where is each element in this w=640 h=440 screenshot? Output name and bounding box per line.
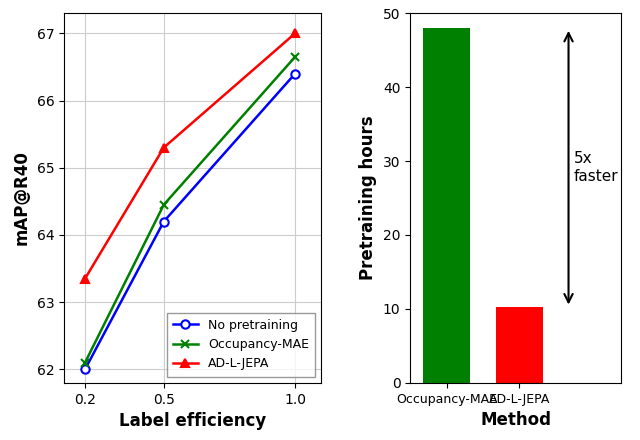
Bar	[423, 28, 470, 383]
X-axis label: Label efficiency: Label efficiency	[119, 412, 266, 430]
Y-axis label: mAP@R40: mAP@R40	[13, 150, 31, 246]
No pretraining	[160, 219, 168, 224]
X-axis label: Method: Method	[480, 411, 551, 429]
Y-axis label: Pretraining hours: Pretraining hours	[359, 116, 378, 280]
Line: Occupancy-MAE: Occupancy-MAE	[81, 53, 300, 367]
Text: 5x
faster: 5x faster	[573, 151, 618, 184]
AD-L-JEPA	[291, 31, 299, 36]
AD-L-JEPA	[81, 276, 89, 281]
Line: No pretraining: No pretraining	[81, 70, 300, 374]
Bar	[495, 308, 543, 383]
Legend: No pretraining, Occupancy-MAE, AD-L-JEPA: No pretraining, Occupancy-MAE, AD-L-JEPA	[166, 312, 315, 377]
AD-L-JEPA	[160, 145, 168, 150]
No pretraining	[291, 71, 299, 76]
Occupancy-MAE	[291, 54, 299, 59]
Occupancy-MAE	[81, 360, 89, 365]
Line: AD-L-JEPA: AD-L-JEPA	[81, 29, 300, 283]
No pretraining	[81, 367, 89, 372]
Occupancy-MAE	[160, 202, 168, 207]
